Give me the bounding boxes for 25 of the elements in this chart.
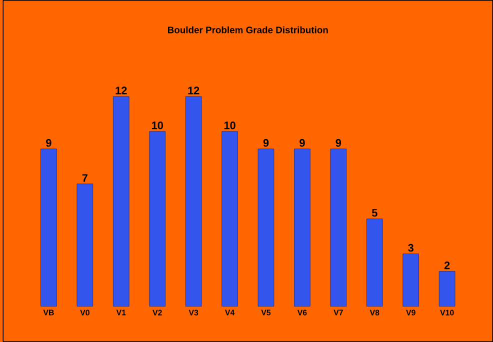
data-label: 10 <box>224 122 236 130</box>
bar <box>222 131 238 306</box>
data-label: 9 <box>263 139 269 147</box>
data-label: 7 <box>82 174 88 182</box>
bar <box>40 148 57 306</box>
data-label: 12 <box>116 86 127 94</box>
data-label: 9 <box>300 139 305 147</box>
data-label: 3 <box>408 244 414 252</box>
bar <box>149 131 166 306</box>
bar <box>112 96 130 306</box>
bar <box>438 271 456 306</box>
data-label: 5 <box>372 209 378 217</box>
chart-title: Boulder Problem Grade Distribution <box>168 26 328 34</box>
bar <box>294 148 310 306</box>
data-label: 9 <box>46 139 52 147</box>
data-label: 9 <box>336 139 342 147</box>
bar <box>76 184 94 306</box>
bar <box>258 148 274 306</box>
data-label: 12 <box>188 86 200 94</box>
bar <box>330 148 347 306</box>
data-label: 2 <box>444 262 450 270</box>
bar <box>366 218 383 306</box>
data-label: 10 <box>152 122 163 130</box>
bar <box>185 96 202 306</box>
bar <box>402 254 419 306</box>
